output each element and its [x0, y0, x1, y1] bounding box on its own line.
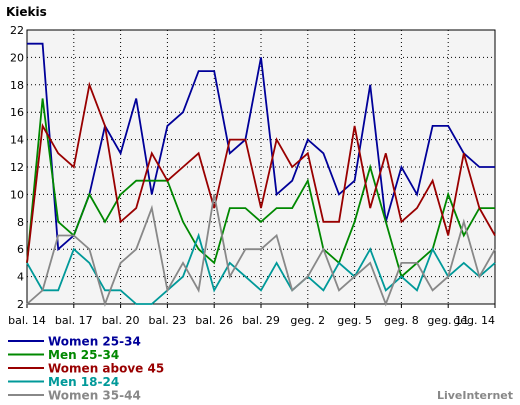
brand-label: LiveInternet [437, 389, 513, 402]
legend-label: Women above 45 [48, 362, 164, 376]
y-tick-label: 8 [17, 216, 24, 229]
chart-title: Kiekis [6, 5, 47, 19]
axes: 2 4 6 8 10 12 14 16 18 20 22 bal. 14 bal. 17 bal. 20 b… [8, 24, 496, 327]
y-tick-label: 6 [17, 243, 24, 256]
legend-label: Men 25-34 [48, 348, 119, 362]
x-tick-label: bal. 23 [149, 314, 187, 327]
series-line [26, 81, 496, 264]
legend-label: Women 25-34 [48, 335, 141, 349]
legend-label: Men 18-24 [48, 375, 119, 389]
y-tick-label: 14 [10, 134, 24, 147]
x-tick-label: geg. 11 [427, 314, 469, 327]
x-tick-label: geg. 5 [337, 314, 372, 327]
x-tick-label: bal. 29 [242, 314, 280, 327]
x-tick-label: bal. 14 [8, 314, 46, 327]
x-tick-label: geg. 8 [384, 314, 419, 327]
x-tick-label: geg. 2 [290, 314, 325, 327]
y-tick-label: 4 [17, 271, 24, 284]
series-line [26, 194, 496, 307]
y-tick-label: 18 [10, 79, 24, 92]
y-tick-label: 20 [10, 51, 24, 64]
y-tick-label: 12 [10, 161, 24, 174]
y-tick-label: 22 [10, 24, 24, 37]
x-tick-label: bal. 17 [55, 314, 93, 327]
x-tick-label: bal. 20 [102, 314, 140, 327]
y-tick-label: 2 [17, 298, 24, 311]
x-tick-label: bal. 26 [195, 314, 233, 327]
y-tick-label: 10 [10, 188, 24, 201]
x-tick-label: geg. 14 [453, 314, 495, 327]
series-line [26, 232, 496, 305]
legend-label: Women 35-44 [48, 389, 141, 403]
y-tick-label: 16 [10, 106, 24, 119]
series-group [26, 42, 496, 307]
